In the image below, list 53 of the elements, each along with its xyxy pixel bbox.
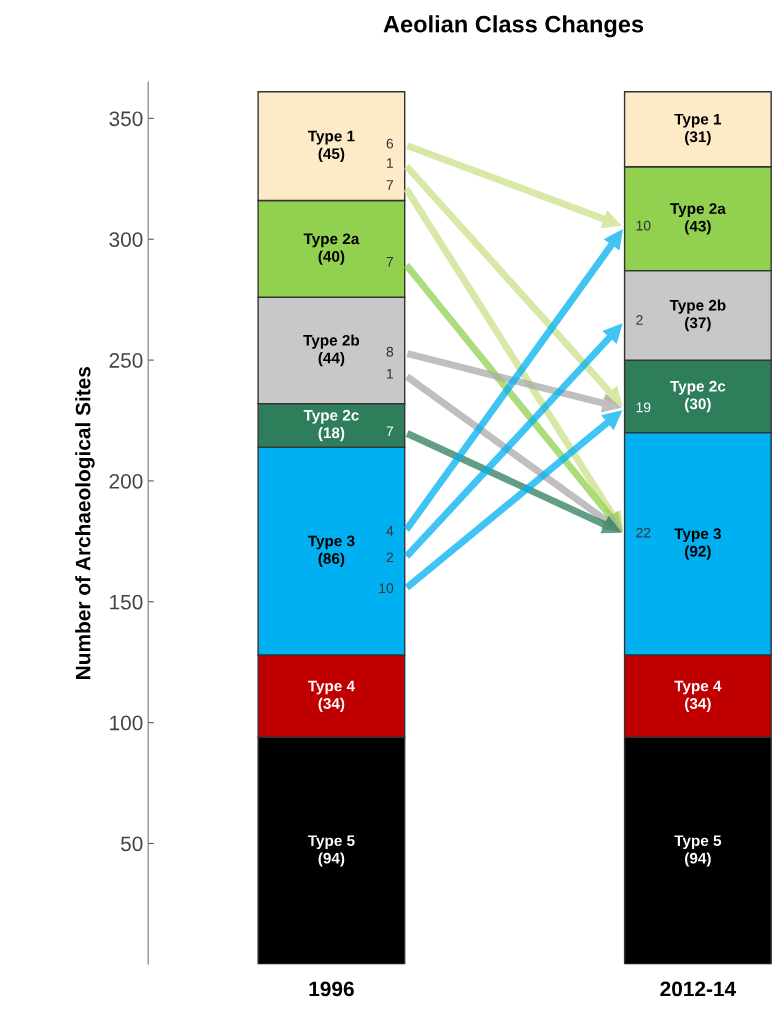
data-label: (86) bbox=[318, 552, 345, 567]
annotation: 2 bbox=[636, 315, 643, 325]
x-tick-label: 1996 bbox=[309, 981, 354, 997]
text: Type 1 bbox=[307, 130, 355, 145]
text: Type 4 bbox=[674, 680, 722, 695]
annotation: 10 bbox=[636, 220, 651, 231]
annotation: 2 bbox=[386, 552, 394, 563]
annotation: 8 bbox=[386, 346, 394, 357]
annotation: 7 bbox=[386, 426, 394, 436]
annotation: 7 bbox=[386, 180, 394, 190]
y-tick-label: 200 bbox=[109, 473, 143, 489]
data-label: (37) bbox=[685, 317, 711, 332]
text: Type 2b bbox=[303, 334, 360, 349]
annotation: 7 bbox=[386, 257, 394, 267]
series-label: Type 2b bbox=[669, 299, 726, 314]
y-tick-label: 350 bbox=[109, 111, 143, 127]
data-label: (40) bbox=[318, 250, 345, 265]
data-label: (18) bbox=[318, 427, 345, 442]
text: Type 2a bbox=[670, 203, 726, 218]
annotation: 4 bbox=[386, 526, 394, 536]
data-label: (94) bbox=[685, 852, 711, 867]
y-tick-label: 50 bbox=[120, 836, 143, 852]
y-tick-label: 150 bbox=[110, 594, 143, 610]
annotation: 19 bbox=[636, 402, 651, 413]
annotation: 1 bbox=[387, 158, 394, 168]
chart-title: Aeolian Class Changes bbox=[383, 15, 644, 38]
series-label: Type 2a bbox=[303, 233, 360, 248]
series-label: Type 1 bbox=[674, 113, 722, 128]
series-label: Type 4 bbox=[307, 680, 355, 695]
data-label: (30) bbox=[685, 398, 711, 413]
text: Type 5 bbox=[307, 835, 355, 850]
data-label: (34) bbox=[318, 697, 345, 712]
text: Type 3 bbox=[307, 535, 355, 550]
series-label: Type 2c bbox=[303, 409, 359, 424]
y-tick-label: 250 bbox=[109, 353, 143, 368]
annotation: 22 bbox=[636, 527, 651, 538]
y-tick-label: 300 bbox=[109, 232, 143, 247]
data-label: (44) bbox=[318, 352, 345, 367]
data-label: (34) bbox=[685, 697, 711, 712]
series-label: Type 3 bbox=[674, 528, 721, 543]
series-label: Type 5 bbox=[674, 835, 722, 850]
annotation: 10 bbox=[379, 583, 394, 594]
y-tick-label: 100 bbox=[110, 715, 143, 731]
x-tick-label: 2012-14 bbox=[660, 981, 736, 997]
annotation: 1 bbox=[387, 369, 394, 379]
data-label: (45) bbox=[318, 147, 345, 163]
data-label: (94) bbox=[318, 852, 345, 867]
data-label: (31) bbox=[685, 130, 711, 146]
data-label: (92) bbox=[685, 545, 711, 560]
y-axis-title: Number of Archaeological Sites bbox=[75, 367, 95, 679]
text: Type 2c bbox=[670, 380, 726, 395]
annotation: 6 bbox=[386, 138, 394, 149]
data-label: (43) bbox=[685, 220, 711, 235]
